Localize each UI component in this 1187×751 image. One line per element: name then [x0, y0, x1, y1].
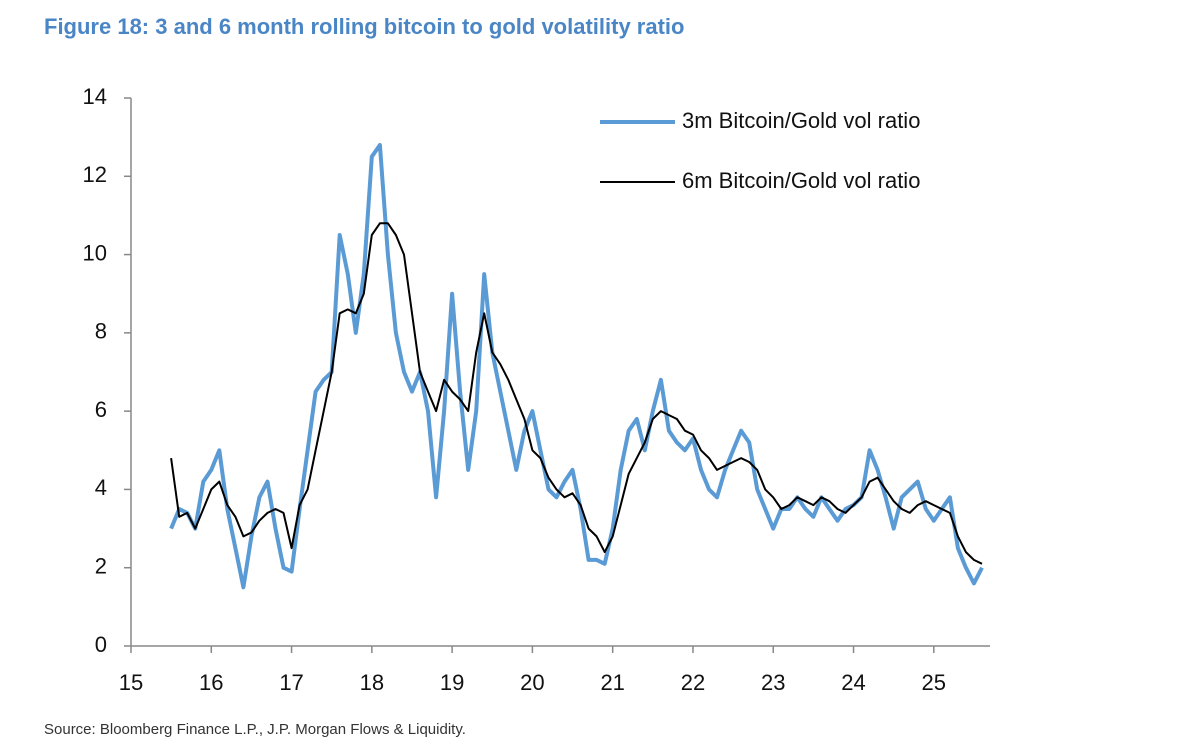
y-tick-label: 4: [95, 475, 107, 500]
y-tick-label: 2: [95, 554, 107, 579]
x-tick-label: 18: [360, 670, 384, 695]
x-tick-label: 15: [119, 670, 143, 695]
x-tick-label: 21: [600, 670, 624, 695]
y-tick-label: 0: [95, 632, 107, 657]
x-tick-label: 23: [761, 670, 785, 695]
x-tick-label: 24: [841, 670, 865, 695]
y-tick-label: 8: [95, 319, 107, 344]
y-tick-label: 10: [83, 240, 107, 265]
x-tick-label: 19: [440, 670, 464, 695]
x-tick-label: 22: [681, 670, 705, 695]
legend-label: 6m Bitcoin/Gold vol ratio: [682, 168, 920, 193]
y-tick-label: 6: [95, 397, 107, 422]
x-tick-label: 20: [520, 670, 544, 695]
series-line: [170, 222, 983, 565]
legend-label: 3m Bitcoin/Gold vol ratio: [682, 108, 920, 133]
x-tick-label: 25: [922, 670, 946, 695]
y-tick-label: 12: [83, 162, 107, 187]
x-tick-label: 16: [199, 670, 223, 695]
x-tick-label: 17: [279, 670, 303, 695]
series-line: [169, 143, 984, 590]
chart-title: Figure 18: 3 and 6 month rolling bitcoin…: [44, 14, 684, 39]
source-note: Source: Bloomberg Finance L.P., J.P. Mor…: [44, 721, 466, 738]
y-tick-label: 14: [83, 84, 107, 109]
